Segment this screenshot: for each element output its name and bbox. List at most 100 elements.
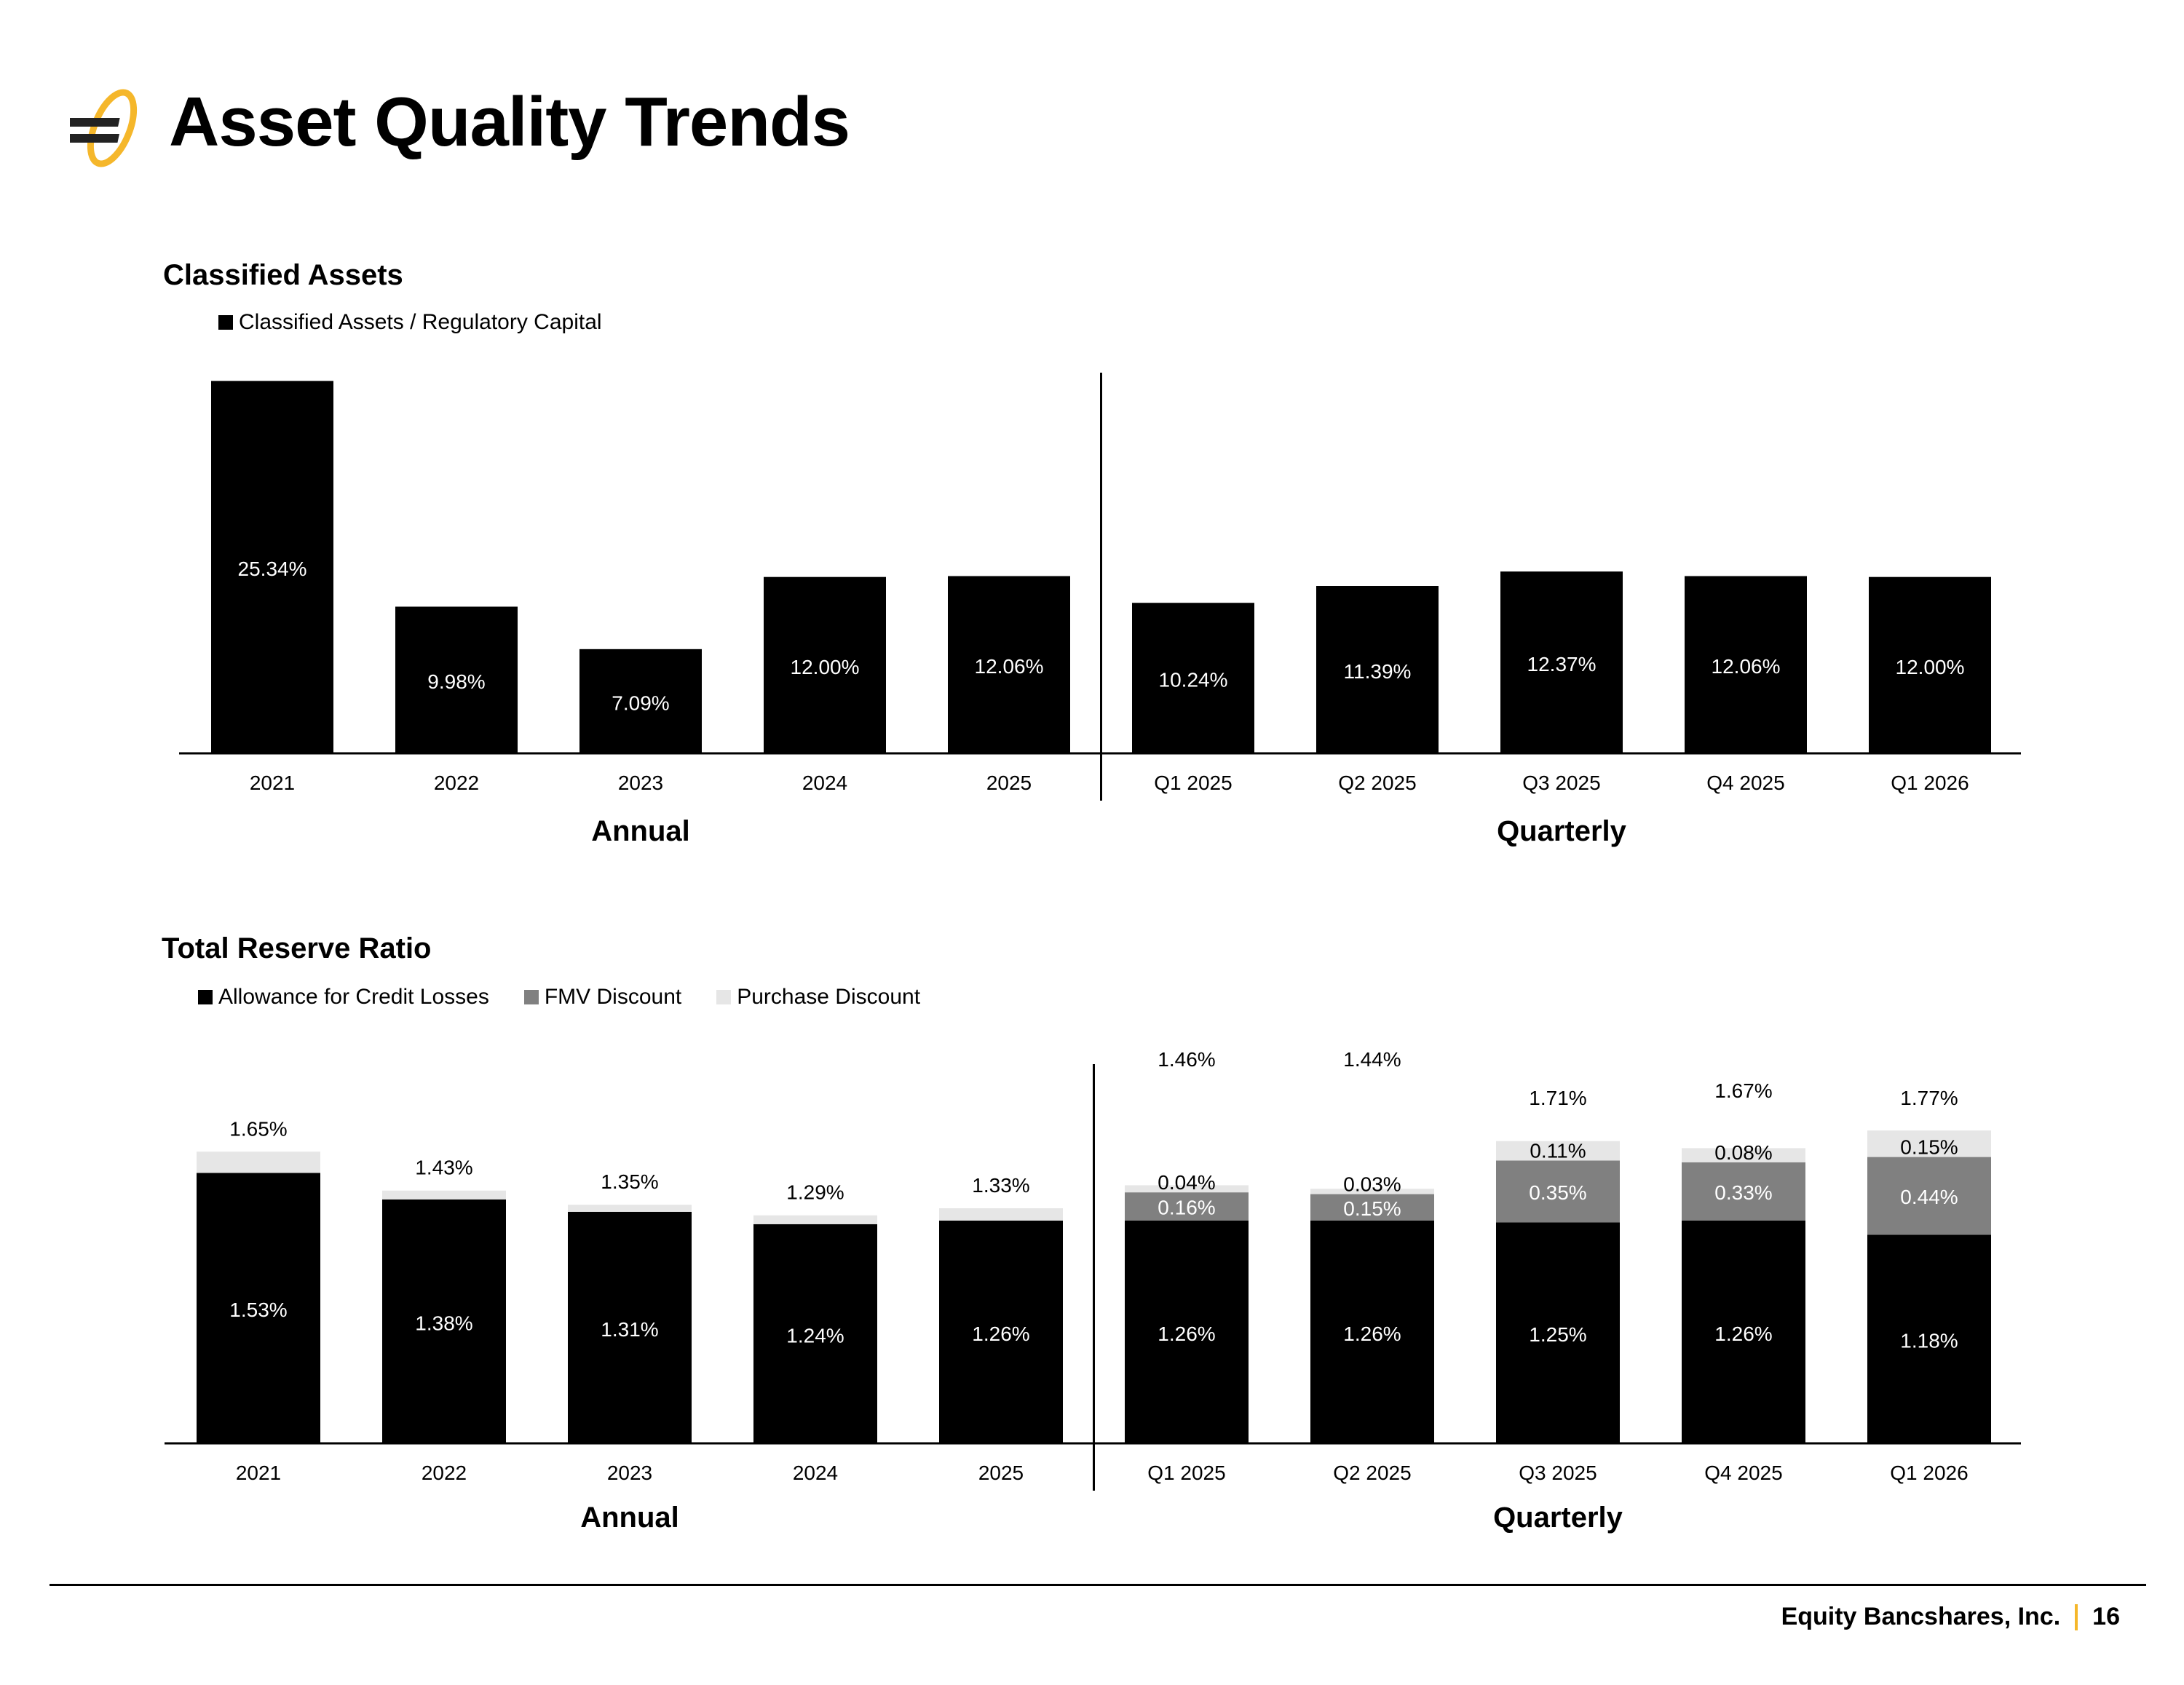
data-label: 0.35%: [1529, 1181, 1586, 1204]
bar-segment: [1310, 1189, 1434, 1194]
legend-label: Purchase Discount: [737, 985, 921, 1009]
bar-segment: [939, 1208, 1063, 1221]
legend-swatch: [523, 990, 539, 1004]
data-label: 0.33%: [1714, 1181, 1772, 1204]
x-tick-label: Q4 2025: [1704, 1462, 1782, 1484]
bar: [1500, 571, 1623, 753]
data-label: 10.24%: [1159, 669, 1228, 691]
x-tick-label: Q1 2025: [1147, 1462, 1225, 1484]
x-tick-label: 2021: [236, 1462, 281, 1484]
bar-segment: [1682, 1221, 1805, 1443]
total-label: 1.77%: [1900, 1087, 1958, 1109]
legend-label: Classified Assets / Regulatory Capital: [239, 310, 602, 334]
bar-segment: [382, 1190, 506, 1200]
bar-segment: [1125, 1192, 1249, 1221]
x-tick-label: Q1 2026: [1891, 772, 1969, 794]
legend-swatch: [218, 315, 233, 330]
data-label: 0.15%: [1900, 1136, 1958, 1159]
bar-segment: [1867, 1234, 1991, 1443]
company-name: Equity Bancshares, Inc.: [1781, 1603, 2061, 1630]
bar-segment: [382, 1199, 506, 1443]
bar-segment: [1496, 1160, 1620, 1223]
group-label: Annual: [591, 815, 690, 847]
data-label: 1.26%: [1343, 1323, 1401, 1345]
x-tick-label: 2025: [986, 772, 1032, 794]
classified-assets-chart: 25.34% 2021 9.98% 2022 7.09% 2023 12.00% 2024 12…: [179, 373, 2021, 847]
data-label: 12.00%: [791, 656, 860, 678]
x-tick-label: Q1 2026: [1890, 1462, 1968, 1484]
total-label: 1.43%: [415, 1157, 472, 1179]
legend-item-classified: Classified Assets / Regulatory Capital: [218, 312, 602, 333]
data-label: 1.24%: [786, 1324, 844, 1347]
bar-segment: [1310, 1194, 1434, 1221]
data-label: 1.53%: [229, 1299, 287, 1321]
data-label: 12.06%: [1712, 655, 1781, 678]
data-label: 1.18%: [1900, 1330, 1958, 1352]
x-tick-label: 2024: [802, 772, 847, 794]
bar-segment: [1867, 1157, 1991, 1235]
bar-segment: [753, 1224, 877, 1443]
bar-segment: [939, 1221, 1063, 1443]
x-tick-label: Q2 2025: [1338, 772, 1416, 794]
bar-segment: [1496, 1141, 1620, 1161]
bar-segment: [1496, 1222, 1620, 1443]
bar-segment: [568, 1205, 692, 1212]
total-label: 1.46%: [1158, 1048, 1215, 1071]
footer: Equity Bancshares, Inc. 16: [1781, 1603, 2120, 1631]
page-title: Asset Quality Trends: [169, 83, 850, 161]
bar-segment: [1125, 1221, 1249, 1443]
x-tick-label: Q1 2025: [1154, 772, 1232, 794]
bar: [1685, 576, 1807, 753]
bar-segment: [1125, 1185, 1249, 1193]
legend-item-allowance: Allowance for Credit Losses: [198, 986, 489, 1008]
bar: [395, 606, 518, 753]
data-label: 1.31%: [601, 1318, 658, 1341]
data-label: 0.03%: [1343, 1173, 1401, 1196]
bar-segment: [753, 1215, 877, 1224]
equity-bancshares-logo-icon: [70, 89, 138, 167]
footer-separator: [2075, 1603, 2078, 1630]
total-reserve-legend: Allowance for Credit Losses FMV Discount…: [198, 986, 955, 1008]
bar-segment: [1867, 1130, 1991, 1157]
bar: [1316, 586, 1439, 753]
x-tick-label: Q2 2025: [1333, 1462, 1411, 1484]
data-label: 0.16%: [1158, 1197, 1215, 1219]
x-tick-label: 2025: [978, 1462, 1024, 1484]
total-reserve-chart: 1.53% 1.65% 2021 1.38% 1.43% 2022 1.31% 1.35% 20…: [165, 1048, 2021, 1534]
data-label: 1.25%: [1529, 1323, 1586, 1346]
total-label: 1.71%: [1529, 1087, 1586, 1109]
legend-item-fmv: FMV Discount: [523, 986, 681, 1008]
x-tick-label: 2023: [618, 772, 663, 794]
data-label: 0.11%: [1530, 1139, 1586, 1162]
bar: [764, 576, 886, 753]
bar: [1132, 603, 1254, 753]
data-label: 1.38%: [415, 1312, 472, 1334]
bar-segment: [1310, 1221, 1434, 1443]
data-label: 1.26%: [1158, 1323, 1215, 1345]
legend-item-purchase: Purchase Discount: [716, 986, 920, 1008]
total-reserve-ratio-title: Total Reserve Ratio: [162, 932, 432, 964]
bar-segment: [1682, 1162, 1805, 1221]
x-tick-label: 2022: [422, 1462, 467, 1484]
bar: [1869, 576, 1991, 753]
bar-segment: [568, 1211, 692, 1443]
x-tick-label: 2022: [434, 772, 479, 794]
data-label: 1.26%: [972, 1323, 1029, 1345]
total-label: 1.67%: [1714, 1079, 1772, 1102]
x-tick-label: Q3 2025: [1519, 1462, 1597, 1484]
bar-segment: [1682, 1148, 1805, 1162]
total-label: 1.33%: [972, 1174, 1029, 1197]
data-label: 0.08%: [1714, 1141, 1772, 1164]
total-label: 1.29%: [786, 1181, 844, 1204]
bar: [948, 576, 1070, 753]
data-label: 12.00%: [1896, 656, 1965, 678]
data-label: 7.09%: [612, 691, 669, 714]
bar: [211, 381, 333, 753]
total-label: 1.35%: [601, 1170, 658, 1193]
x-tick-label: Q3 2025: [1522, 772, 1600, 794]
x-tick-label: 2021: [250, 772, 295, 794]
classified-assets-title: Classified Assets: [163, 259, 403, 291]
legend-swatch: [198, 990, 213, 1004]
data-label: 0.04%: [1158, 1171, 1215, 1194]
group-label: Quarterly: [1493, 1502, 1623, 1534]
